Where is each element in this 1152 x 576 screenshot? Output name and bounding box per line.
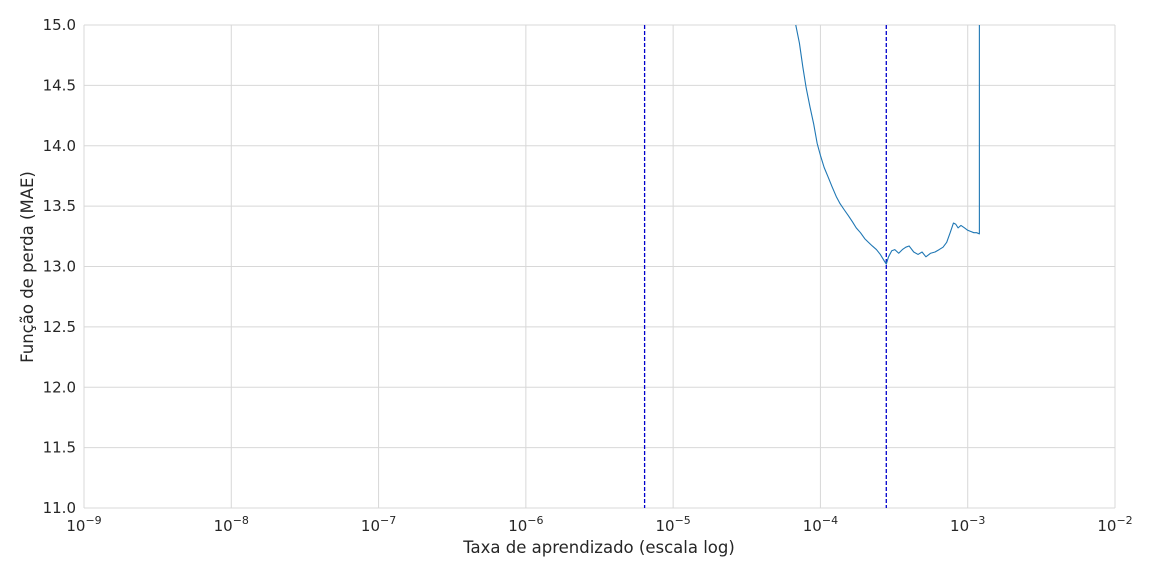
y-tick-label: 11.0 <box>43 499 76 517</box>
y-tick-label: 12.0 <box>43 378 76 396</box>
x-tick-label: 10−7 <box>361 514 396 535</box>
reference-lines <box>643 25 887 508</box>
y-tick-labels: 11.0 11.5 12.0 12.5 13.0 13.5 14.0 14.5 15.0 <box>43 16 76 517</box>
y-tick-label: 15.0 <box>43 16 76 34</box>
y-tick-label: 13.0 <box>43 258 76 276</box>
loss-series-line <box>795 24 980 265</box>
x-tick-labels: 10−9 10−8 10−7 10−6 10−5 10−4 10−3 10−2 <box>66 514 1132 535</box>
x-tick-label: 10−8 <box>214 514 249 535</box>
x-axis-label: Taxa de aprendizado (escala log) <box>462 538 735 557</box>
y-tick-label: 14.5 <box>43 76 76 94</box>
x-tick-label: 10−2 <box>1097 514 1132 535</box>
x-tick-label: 10−3 <box>950 514 985 535</box>
x-tick-label: 10−5 <box>655 514 690 535</box>
x-tick-label: 10−6 <box>508 514 543 535</box>
y-tick-label: 14.0 <box>43 137 76 155</box>
x-tick-label: 10−4 <box>803 514 838 535</box>
x-tick-label: 10−9 <box>66 514 101 535</box>
y-tick-label: 11.5 <box>43 439 76 457</box>
y-tick-label: 13.5 <box>43 197 76 215</box>
y-tick-label: 12.5 <box>43 318 76 336</box>
series-layer <box>795 24 980 265</box>
y-axis-label: Função de perda (MAE) <box>18 171 37 363</box>
grid-lines <box>83 24 1116 509</box>
